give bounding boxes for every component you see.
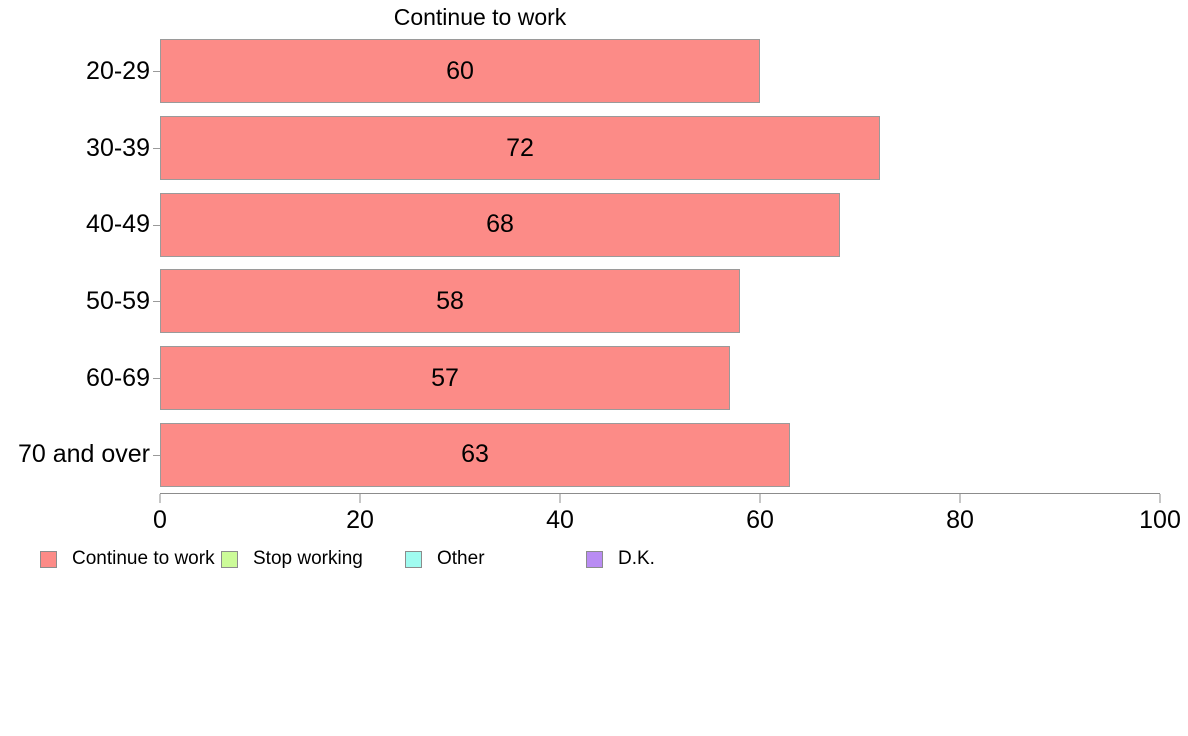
x-axis-tick-label: 60 <box>746 506 774 534</box>
x-axis-tick-label: 20 <box>346 506 374 534</box>
legend-item-dk: D.K. <box>586 548 655 570</box>
bar-continue-to-work: 57 <box>160 346 730 411</box>
category-label: 50-59 <box>86 286 150 315</box>
legend: Continue to work Stop working Other D.K. <box>0 548 1188 572</box>
y-axis-tick <box>153 454 160 456</box>
x-axis-tick <box>159 494 161 503</box>
legend-item-continue-to-work: Continue to work <box>40 548 215 570</box>
bar-row: 20-29 60 <box>86 33 1160 110</box>
bar-value-label: 63 <box>461 440 489 469</box>
x-axis-tick <box>959 494 961 503</box>
legend-swatch-icon <box>221 550 238 568</box>
plot-area: 20-29 60 30-39 72 40-49 68 50-59 58 <box>18 33 1160 493</box>
x-axis-tick-label: 40 <box>546 506 574 534</box>
x-axis: 0 20 40 60 80 100 <box>153 493 1181 534</box>
legend-swatch-icon <box>405 550 422 568</box>
bar-row: 50-59 58 <box>86 263 1160 340</box>
category-label: 60-69 <box>86 363 150 392</box>
bar-value-label: 58 <box>436 286 464 315</box>
bar-value-label: 68 <box>486 210 514 239</box>
category-label: 70 and over <box>17 440 150 469</box>
x-axis-tick <box>559 494 561 503</box>
legend-label: D.K. <box>618 548 655 569</box>
x-axis-tick <box>359 494 361 503</box>
bar-continue-to-work: 63 <box>160 422 790 487</box>
legend-swatch-icon <box>40 550 57 568</box>
y-axis-tick <box>153 378 160 380</box>
category-label: 40-49 <box>86 210 150 239</box>
x-axis-tick-label: 100 <box>1139 506 1181 534</box>
legend-label: Continue to work <box>72 548 215 569</box>
y-axis-tick <box>153 301 160 303</box>
y-axis-tick <box>153 148 160 149</box>
bar-continue-to-work: 58 <box>160 269 740 334</box>
y-axis-tick <box>153 224 160 226</box>
bar-value-label: 60 <box>446 56 474 85</box>
x-axis-tick <box>759 494 761 503</box>
x-axis-tick-label: 0 <box>153 506 167 534</box>
bar-row: 30-39 72 <box>86 110 1160 187</box>
x-axis-tick <box>1159 494 1161 503</box>
chart-title: Continue to work <box>393 4 567 30</box>
bar-row: 40-49 68 <box>86 186 1160 263</box>
bar-row: 70 and over 63 <box>18 416 1160 493</box>
bar-row: 60-69 57 <box>86 340 1160 417</box>
y-axis-tick <box>153 71 160 73</box>
bar-value-label: 72 <box>506 133 534 162</box>
bar-value-label: 57 <box>431 363 459 392</box>
bar-continue-to-work: 72 <box>160 116 880 180</box>
bar-continue-to-work: 68 <box>160 192 840 257</box>
legend-swatch-icon <box>586 550 603 568</box>
legend-label: Other <box>437 548 485 569</box>
bar-continue-to-work: 60 <box>160 39 760 104</box>
category-label: 20-29 <box>86 56 150 85</box>
legend-item-stop-working: Stop working <box>221 548 363 570</box>
legend-label: Stop working <box>253 548 363 569</box>
category-label: 30-39 <box>86 133 150 162</box>
legend-item-other: Other <box>405 548 485 570</box>
x-axis-tick-label: 80 <box>946 506 974 534</box>
